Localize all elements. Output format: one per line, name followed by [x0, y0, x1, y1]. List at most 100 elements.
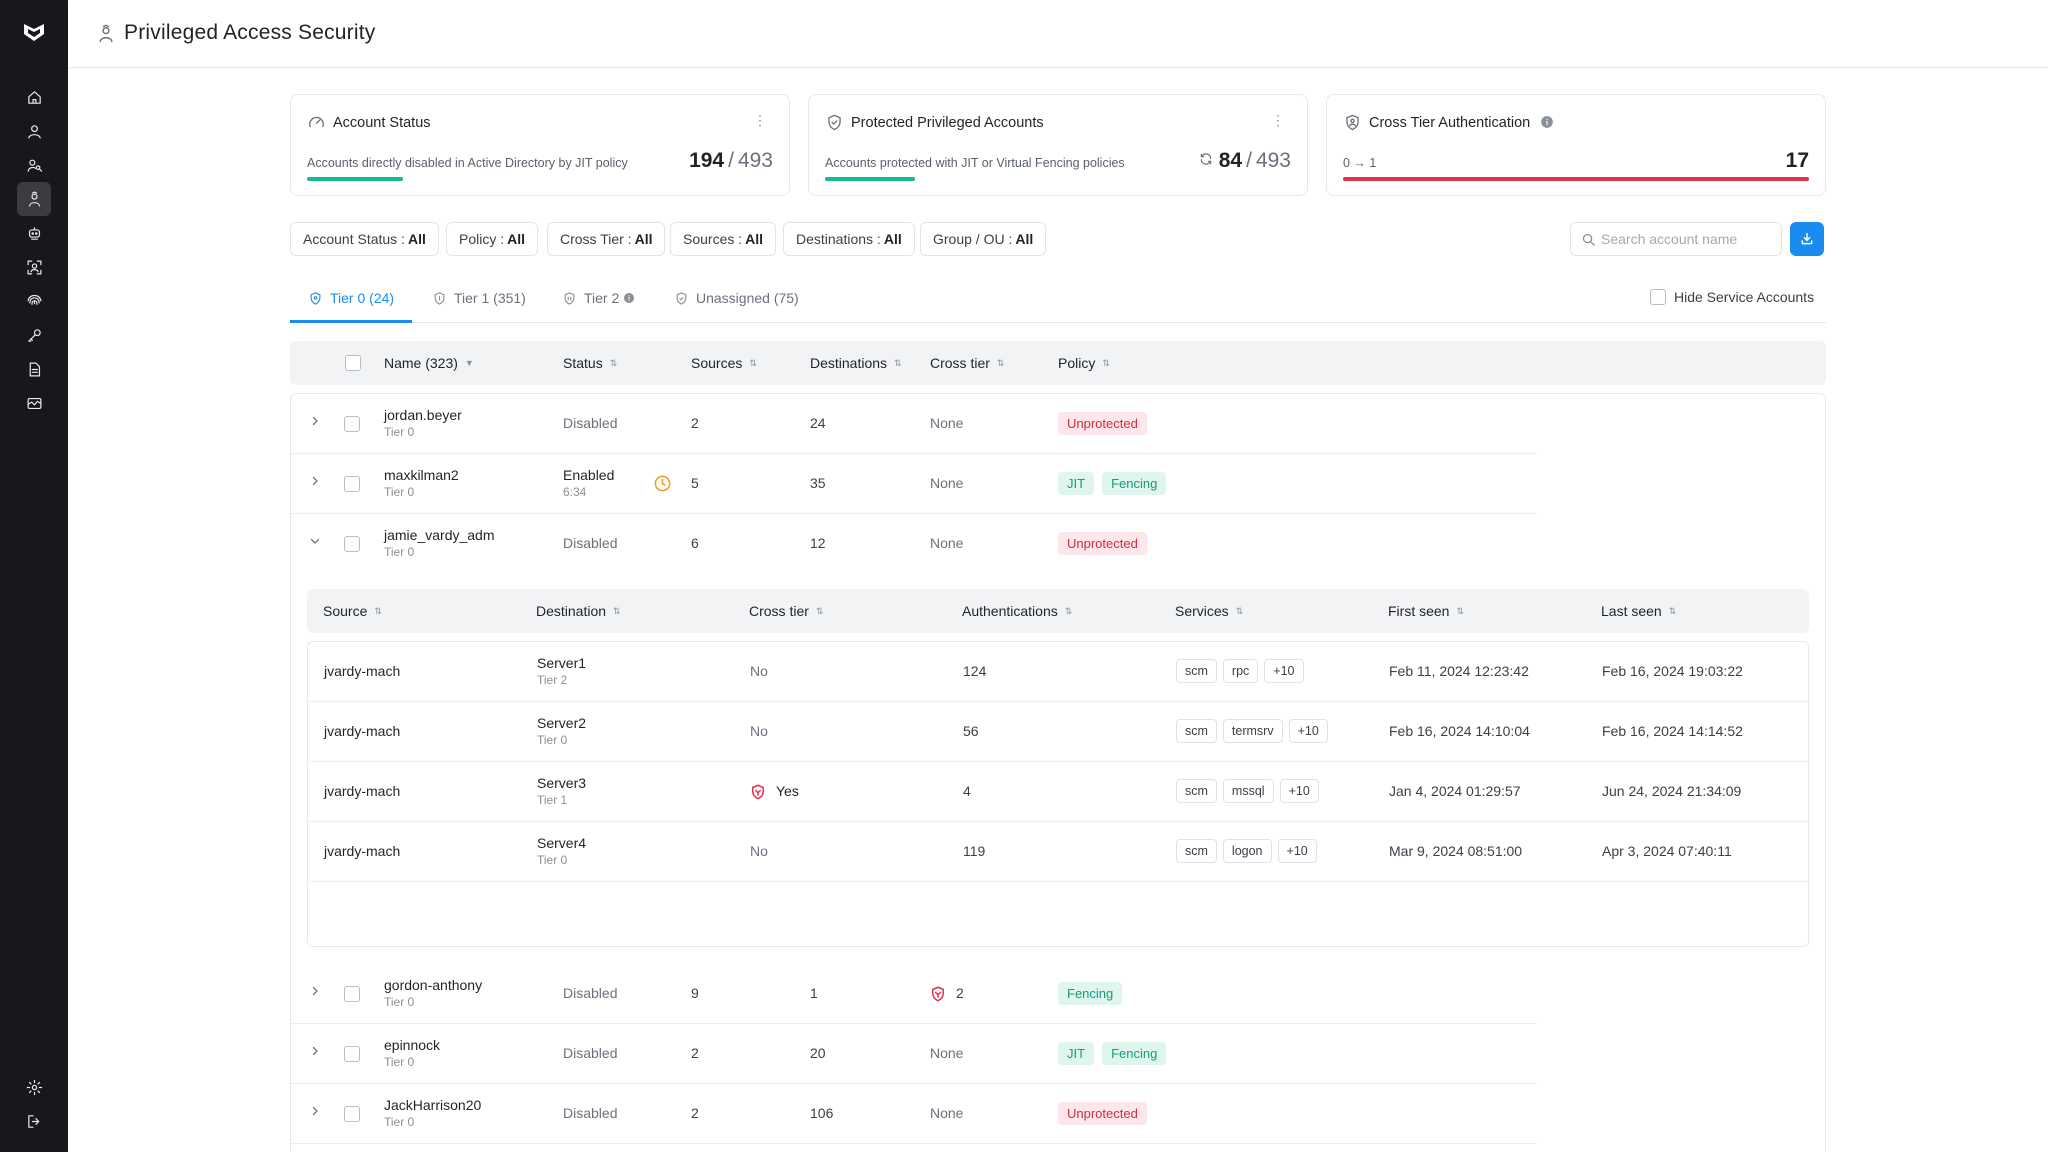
hide-service-accounts-label: Hide Service Accounts [1674, 289, 1815, 305]
filter-cross-tier[interactable]: Cross Tier : All [547, 222, 666, 256]
sidebar-item-settings[interactable] [17, 1070, 51, 1104]
column-header-last-seen[interactable]: Last seen ⇅ [1601, 589, 1676, 633]
account-name-cell: gordon-anthony Tier 0 [384, 977, 482, 1009]
clock-icon[interactable] [653, 474, 672, 493]
filter-policy[interactable]: Policy : All [446, 222, 539, 256]
cross-tier-value: None [930, 415, 964, 431]
sidebar-item-keys[interactable] [17, 318, 51, 352]
more-services-chip[interactable]: +10 [1277, 839, 1317, 863]
sidebar-item-privileged-access[interactable] [17, 182, 51, 216]
policy-badge: JIT [1058, 472, 1095, 495]
table-row[interactable]: gordon-anthony Tier 0 Disabled 9 1 2 Fenc… [291, 964, 1537, 1024]
app-logo-icon[interactable] [22, 20, 46, 44]
subtable-row[interactable]: jvardy-mach Server4 Tier 0 No 119 scm logo… [308, 822, 1808, 882]
filter-destinations[interactable]: Destinations : All [783, 222, 915, 256]
hide-service-accounts-toggle[interactable]: Hide Service Accounts [1650, 289, 1814, 305]
column-header-status[interactable]: Status ⇅ [563, 341, 617, 385]
table-row[interactable]: jamie_vardy_adm Tier 0 Disabled 6 12 None… [291, 514, 1537, 574]
search-input[interactable] [1601, 223, 1777, 255]
more-services-chip[interactable]: +10 [1264, 659, 1304, 683]
more-options-icon[interactable]: ⋮ [753, 112, 767, 128]
column-header-authentications[interactable]: Authentications ⇅ [962, 589, 1072, 633]
filter-group-ou[interactable]: Group / OU : All [920, 222, 1047, 256]
authentications-count: 124 [963, 663, 987, 679]
shield-check-icon [828, 114, 841, 131]
sidebar-item-reports[interactable] [17, 352, 51, 386]
cross-tier-value: None [930, 1105, 964, 1121]
hide-service-accounts-checkbox[interactable] [1650, 289, 1666, 305]
download-button[interactable] [1790, 222, 1824, 256]
account-name[interactable]: JackHarrison20 [384, 1097, 482, 1113]
destination-tier: Tier 0 [537, 733, 568, 747]
more-services-chip[interactable]: +10 [1288, 719, 1328, 743]
account-tier: Tier 0 [384, 545, 415, 559]
column-header-destinations[interactable]: Destinations ⇅ [810, 341, 902, 385]
sidebar-item-users[interactable] [17, 114, 51, 148]
info-icon[interactable] [1540, 115, 1554, 129]
column-header-sources[interactable]: Sources ⇅ [691, 341, 757, 385]
table-row[interactable]: epinnock Tier 0 Disabled 2 20 None JIT Fen… [291, 1024, 1537, 1084]
tab-tier-2[interactable]: Tier 2 [562, 290, 635, 306]
card-subtitle: Accounts directly disabled in Active Dir… [307, 156, 628, 170]
table-row[interactable]: jordan.beyer Tier 0 Disabled 2 24 None Un… [291, 394, 1537, 454]
table-row[interactable]: JackHarrison20 Tier 0 Disabled 2 106 None… [291, 1084, 1537, 1144]
column-header-name[interactable]: Name (323) ▼ [384, 341, 474, 385]
sidebar-item-logout[interactable] [17, 1104, 51, 1138]
sidebar-item-agents[interactable] [17, 216, 51, 250]
row-checkbox[interactable] [344, 1106, 360, 1122]
column-header-cross-tier[interactable]: Cross tier ⇅ [749, 589, 823, 633]
account-name[interactable]: gordon-anthony [384, 977, 483, 993]
privileged-user-icon [28, 190, 40, 206]
column-header-destination[interactable]: Destination ⇅ [536, 589, 621, 633]
service-chip: logon [1222, 839, 1272, 863]
service-chip: rpc [1222, 659, 1259, 683]
subtable-row[interactable]: jvardy-mach Server2 Tier 0 No 56 scm terms… [308, 702, 1808, 762]
sidebar-item-monitor[interactable] [17, 386, 51, 420]
sidebar-item-detections[interactable] [17, 250, 51, 284]
column-header-source[interactable]: Source ⇅ [323, 589, 382, 633]
sort-icon: ⇅ [613, 605, 621, 616]
row-checkbox[interactable] [344, 416, 360, 432]
row-checkbox[interactable] [344, 986, 360, 1002]
policy-cell: Fencing [1058, 982, 1130, 1005]
destination-host: Server2 [537, 715, 587, 731]
chevron-right-icon[interactable] [309, 1105, 321, 1117]
card-value-total: 493 [1255, 149, 1291, 172]
subtable-header: Source ⇅ Destination ⇅ Cross tier ⇅ Authent… [307, 589, 1809, 633]
policy-cell: Unprotected [1058, 532, 1155, 555]
info-icon[interactable] [623, 292, 635, 304]
sidebar-item-identity[interactable] [17, 148, 51, 182]
tab-tier-1[interactable]: Tier 1 (351) [432, 290, 526, 306]
subtable-row[interactable]: jvardy-mach Server3 Tier 1 Yes 4 scm mssql… [308, 762, 1808, 822]
refresh-icon[interactable] [1199, 152, 1213, 166]
account-name[interactable]: maxkilman2 [384, 467, 459, 483]
tab-tier-0[interactable]: Tier 0 (24) [308, 290, 394, 306]
column-header-services[interactable]: Services ⇅ [1175, 589, 1243, 633]
account-name[interactable]: epinnock [384, 1037, 441, 1053]
more-services-chip[interactable]: +10 [1279, 779, 1319, 803]
account-name[interactable]: jordan.beyer [384, 407, 462, 423]
column-header-first-seen[interactable]: First seen ⇅ [1388, 589, 1464, 633]
chevron-right-icon[interactable] [309, 1045, 321, 1057]
sidebar-item-home[interactable] [17, 80, 51, 114]
cross-tier-value: None [930, 475, 964, 491]
filter-account-status[interactable]: Account Status : All [290, 222, 439, 256]
select-all-checkbox[interactable] [345, 355, 361, 371]
row-checkbox[interactable] [344, 476, 360, 492]
chevron-right-icon[interactable] [309, 985, 321, 997]
more-options-icon[interactable]: ⋮ [1271, 112, 1285, 128]
row-checkbox[interactable] [344, 1046, 360, 1062]
subtable-row[interactable]: jvardy-mach Server1 Tier 2 No 124 scm rpc +… [308, 642, 1808, 702]
chevron-right-icon[interactable] [309, 475, 321, 487]
account-name[interactable]: jamie_vardy_adm [384, 527, 495, 543]
chevron-right-icon[interactable] [309, 415, 321, 427]
sort-icon: ⇅ [1064, 605, 1073, 616]
column-header-cross-tier[interactable]: Cross tier ⇅ [930, 341, 1004, 385]
tab-unassigned[interactable]: Unassigned (75) [674, 290, 799, 306]
column-header-policy[interactable]: Policy ⇅ [1058, 341, 1110, 385]
filter-sources[interactable]: Sources : All [670, 222, 777, 256]
chevron-down-icon[interactable] [309, 535, 321, 547]
table-row[interactable]: maxkilman2 Tier 0 Enabled 6:34 5 35 None J… [291, 454, 1537, 514]
sidebar-item-fingerprint[interactable] [17, 284, 51, 318]
row-checkbox[interactable] [344, 536, 360, 552]
